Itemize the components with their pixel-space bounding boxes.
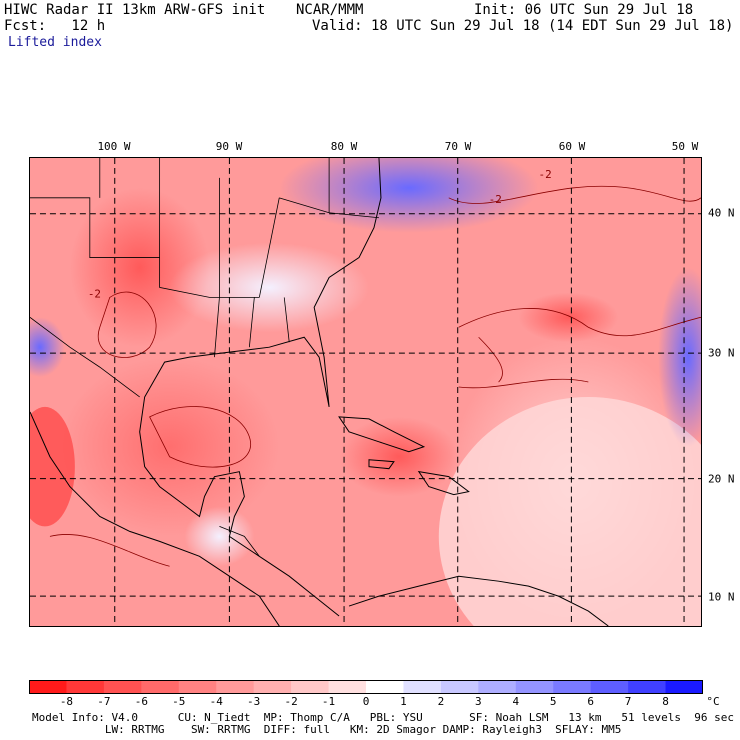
colorbar-label: -3	[247, 695, 261, 708]
political-borders	[30, 158, 379, 557]
lat-label: 40 N	[708, 206, 735, 220]
colorbar-label: 6	[587, 695, 594, 708]
colorbar-swatch	[178, 680, 217, 694]
southeast-stable	[169, 242, 369, 333]
colorbar-label: -2	[284, 695, 298, 708]
colorbar	[29, 680, 703, 694]
colorbar-swatch	[665, 680, 703, 694]
colorbar-label: -8	[59, 695, 74, 708]
field-name: Lifted index	[8, 35, 102, 50]
lat-label: 10 N	[708, 590, 735, 604]
colorbar-swatch	[291, 680, 330, 694]
model-info-line1: Model Info: V4.0 CU: N_Tiedt MP: Thomp C…	[32, 711, 734, 724]
colorbar-label: 5	[549, 695, 557, 708]
colorbar-swatch	[515, 680, 554, 694]
contour-label: -2	[489, 193, 502, 206]
colorbar-outline	[29, 680, 703, 694]
central-america-stable	[184, 506, 255, 567]
contour-label: -2	[88, 287, 101, 300]
forecast-hour: Fcst: 12 h	[4, 18, 106, 34]
colorbar-swatch	[66, 680, 105, 694]
colorbar-label: 3	[475, 695, 482, 708]
colorbar-swatch	[628, 680, 667, 694]
colorbar-swatch	[478, 680, 517, 694]
colorbar-label: 4	[512, 695, 520, 708]
lon-label: 100 W	[97, 140, 131, 153]
colorbar-label: -1	[321, 695, 336, 708]
coastlines	[30, 158, 609, 626]
colorbar-label: 1	[400, 695, 407, 708]
pale-atlantic-region	[438, 397, 701, 626]
colorbar-label: 0	[362, 695, 370, 708]
cuba-instability	[339, 416, 459, 497]
lon-label: 80 W	[330, 140, 358, 153]
lifted-index-contours	[49, 185, 701, 567]
model-title: HIWC Radar II 13km ARW-GFS init	[4, 2, 266, 18]
lon-label: 70 W	[444, 140, 472, 153]
lon-label: 50 W	[671, 140, 699, 153]
east-stable	[658, 267, 701, 447]
colorbar-swatch	[440, 680, 479, 694]
model-info-line2: LW: RRTMG SW: RRTMG DIFF: full KM: 2D Sm…	[32, 723, 622, 736]
colorbar-swatch	[216, 680, 255, 694]
valid-time: Valid: 18 UTC Sun 29 Jul 18 (14 EDT Sun …	[312, 18, 734, 34]
colorbar-swatch	[366, 680, 404, 694]
colorbar-label: 8	[662, 695, 669, 708]
colorbar-swatch	[553, 680, 592, 694]
atlantic-instability	[518, 292, 619, 343]
colorbar-swatch	[103, 680, 142, 694]
contour-label: -2	[538, 168, 551, 181]
colorbar-swatch	[253, 680, 292, 694]
colorbar-label: 7	[624, 695, 632, 708]
lon-label: 60 W	[558, 140, 586, 153]
colorbar-swatch	[141, 680, 180, 694]
west-stable	[30, 317, 65, 378]
colorbar-label: 2	[437, 695, 445, 708]
lat-label: 20 N	[708, 472, 735, 486]
colorbar-swatch	[328, 680, 367, 694]
colorbar-swatch	[590, 680, 629, 694]
colorbar-label: -4	[209, 695, 223, 708]
lon-label: 90 W	[215, 140, 243, 153]
colorbar-label: -6	[134, 695, 148, 708]
colorbar-label: -5	[172, 695, 186, 708]
graticule	[30, 158, 701, 626]
colorbar-unit: °C	[706, 695, 720, 708]
colorbar-swatch	[29, 680, 67, 694]
init-time: Init: 06 UTC Sun 29 Jul 18	[474, 2, 694, 18]
plains-instability	[69, 187, 210, 348]
lat-label: 30 N	[708, 346, 735, 360]
lifted-index-map: -2 -2 -2	[29, 157, 702, 627]
colorbar-swatch	[403, 680, 442, 694]
organization-label: NCAR/MMM	[296, 2, 364, 18]
colorbar-label: -7	[97, 695, 111, 708]
